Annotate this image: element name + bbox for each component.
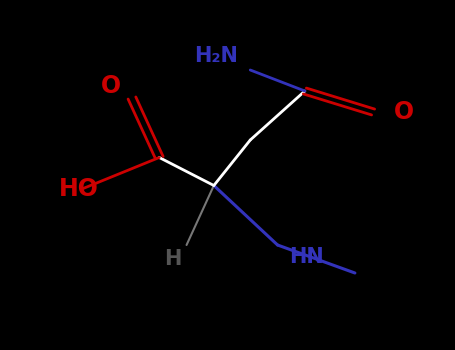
Text: H: H [164,249,182,269]
Text: O: O [394,100,414,124]
Text: HO: HO [59,177,99,201]
Text: HN: HN [289,247,324,267]
Text: H₂N: H₂N [194,46,238,66]
Text: O: O [101,74,121,98]
